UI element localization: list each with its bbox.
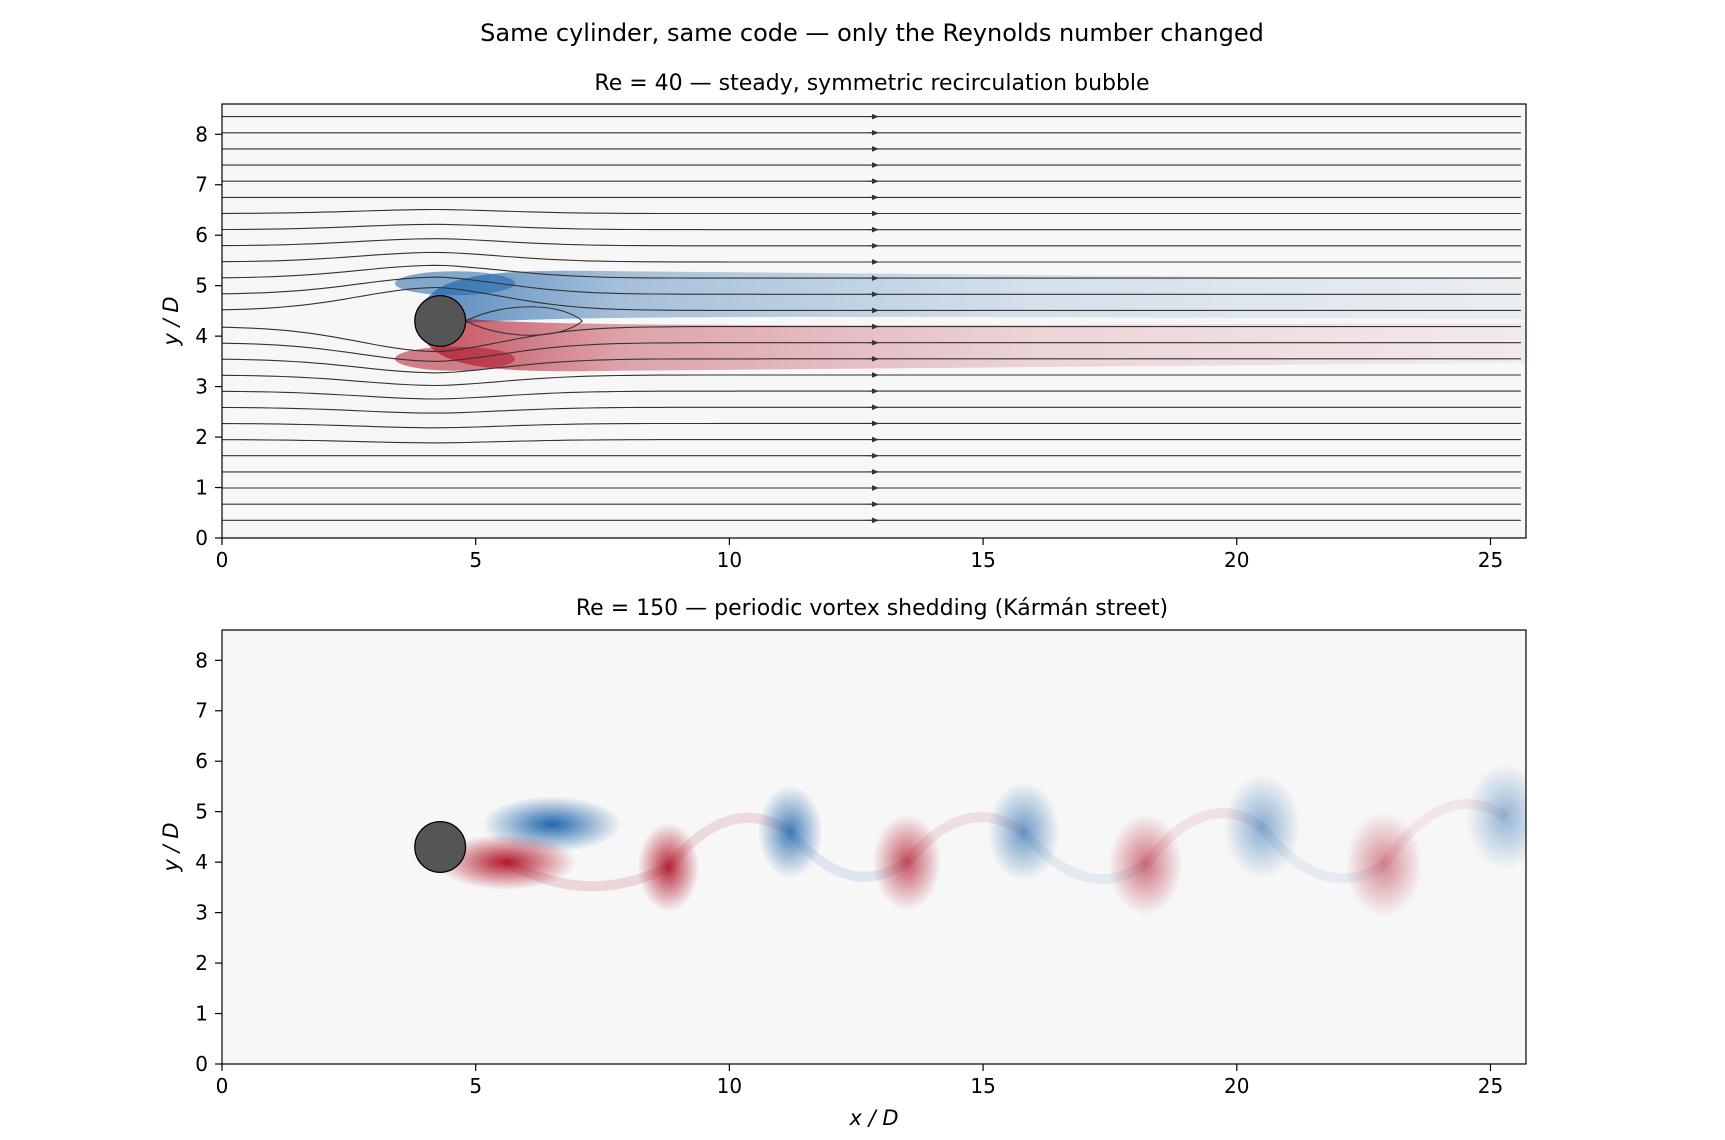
panel-re40-streamlines <box>222 113 1521 524</box>
panel-re40: Re = 40 — steady, symmetric recirculatio… <box>159 71 1527 572</box>
panel-re150-xlabel: x / D <box>848 1106 898 1130</box>
panel-re40-cylinder <box>414 294 467 348</box>
y-tick-label: 5 <box>195 800 208 824</box>
panel-re150-frame <box>221 629 1527 1065</box>
panel-re40-title: Re = 40 — steady, symmetric recirculatio… <box>594 71 1149 96</box>
panel-re40-ticks: 0 5 10 15 20 25 0 1 2 3 4 5 6 7 8 <box>195 122 1503 572</box>
y-tick-label: 1 <box>195 1002 208 1026</box>
x-tick-label: 10 <box>717 1074 742 1098</box>
y-tick-label: 4 <box>195 850 208 874</box>
vortex-positive <box>436 834 577 891</box>
x-tick-label: 20 <box>1224 1074 1249 1098</box>
panel-re40-frame <box>221 103 1527 539</box>
panel-re40-ylabel: y / D <box>159 296 183 346</box>
y-tick-label: 7 <box>195 173 208 197</box>
x-tick-label: 15 <box>970 1074 995 1098</box>
vortex-positive <box>872 813 942 911</box>
y-tick-label: 2 <box>195 951 208 975</box>
figure-suptitle: Same cylinder, same code — only the Reyn… <box>480 19 1264 47</box>
y-tick-label: 1 <box>195 476 208 500</box>
panel-re150-ylabel: y / D <box>159 822 183 872</box>
y-tick-label: 2 <box>195 425 208 449</box>
shear-layer-negative <box>419 270 1526 328</box>
y-tick-label: 5 <box>195 274 208 298</box>
panel-re150-title: Re = 150 — periodic vortex shedding (Kár… <box>576 596 1168 621</box>
vortex-positive <box>1345 811 1423 918</box>
x-tick-label: 10 <box>717 548 742 572</box>
y-tick-label: 0 <box>195 1052 208 1076</box>
panel-re150-plot-area <box>222 630 1526 1064</box>
panel-re150: Re = 150 — periodic vortex shedding (Kár… <box>159 596 1527 1130</box>
y-tick-label: 3 <box>195 375 208 399</box>
x-tick-label: 15 <box>970 548 995 572</box>
x-tick-label: 25 <box>1478 1074 1503 1098</box>
y-tick-label: 8 <box>195 648 208 672</box>
vortex-negative <box>1223 774 1301 880</box>
panel-re150-ticks: 0 5 10 15 20 25 0 1 2 3 4 5 6 7 8 <box>195 648 1503 1098</box>
y-tick-label: 7 <box>195 699 208 723</box>
panel-re40-plot-area <box>222 104 1526 538</box>
panel-re150-cylinder <box>414 820 467 874</box>
x-tick-label: 20 <box>1224 548 1249 572</box>
x-tick-label: 5 <box>469 1074 482 1098</box>
x-tick-label: 0 <box>216 1074 229 1098</box>
boundary-layer-positive <box>394 346 515 371</box>
y-tick-label: 6 <box>195 223 208 247</box>
vortex-negative <box>757 785 823 879</box>
vortex-negative <box>987 781 1060 882</box>
y-tick-label: 3 <box>195 901 208 925</box>
y-tick-label: 8 <box>195 122 208 146</box>
recirculation-streamline <box>464 306 584 336</box>
vortex-positive <box>637 822 700 912</box>
x-tick-label: 25 <box>1478 548 1503 572</box>
vortex-negative <box>1466 763 1526 871</box>
x-tick-label: 5 <box>469 548 482 572</box>
x-tick-label: 0 <box>216 548 229 572</box>
y-tick-label: 6 <box>195 749 208 773</box>
y-tick-label: 0 <box>195 526 208 550</box>
panel-re150-vorticity-field <box>436 763 1526 918</box>
vortex-positive <box>1108 813 1183 916</box>
y-tick-label: 4 <box>195 324 208 348</box>
